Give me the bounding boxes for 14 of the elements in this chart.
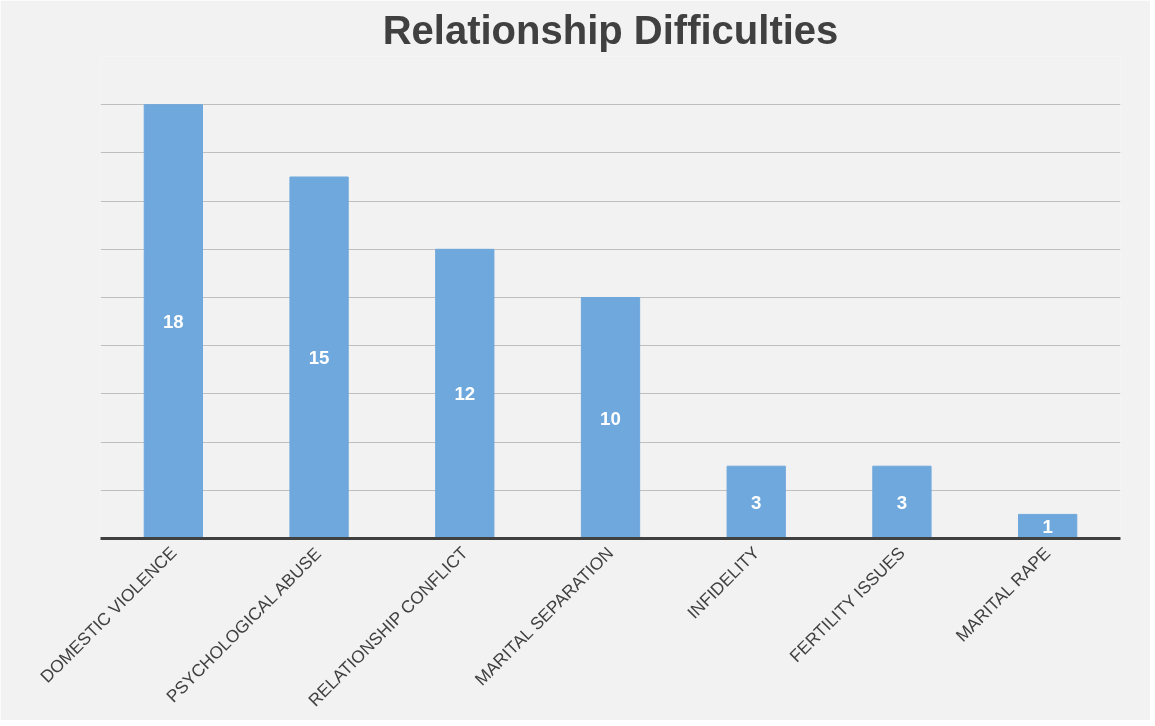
data-label: 3 (751, 491, 762, 513)
bar (872, 465, 932, 539)
bar (726, 465, 786, 539)
data-label: 12 (454, 383, 476, 405)
bar (580, 297, 641, 539)
data-label: 10 (600, 407, 621, 429)
data-label: 15 (308, 347, 330, 369)
bar (435, 248, 495, 539)
data-label: 1 (1042, 515, 1053, 537)
bar (289, 176, 349, 539)
bar (143, 104, 203, 539)
data-label: 18 (162, 311, 184, 333)
chart-title: Relationship Difficulties (382, 7, 839, 52)
data-label: 3 (896, 491, 908, 513)
